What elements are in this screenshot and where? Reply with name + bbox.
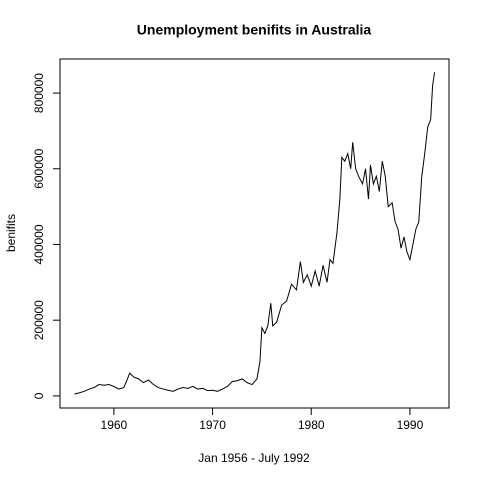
y-tick-label: 0 [32, 392, 46, 399]
x-tick-label: 1980 [298, 418, 325, 432]
y-axis-label: benifits [4, 214, 18, 252]
data-line [74, 72, 436, 395]
x-tick-label: 1990 [397, 418, 424, 432]
y-tick-label: 200000 [32, 300, 46, 340]
x-tick-label: 1970 [199, 418, 226, 432]
y-tick-label: 400000 [32, 224, 46, 264]
y-tick-label: 800000 [32, 73, 46, 113]
y-tick-label: 600000 [32, 148, 46, 188]
chart-title: Unemployment benifits in Australia [137, 22, 372, 38]
x-axis-label: Jan 1956 - July 1992 [198, 451, 310, 465]
plot-box [59, 58, 450, 409]
x-tick-label: 1960 [101, 418, 128, 432]
